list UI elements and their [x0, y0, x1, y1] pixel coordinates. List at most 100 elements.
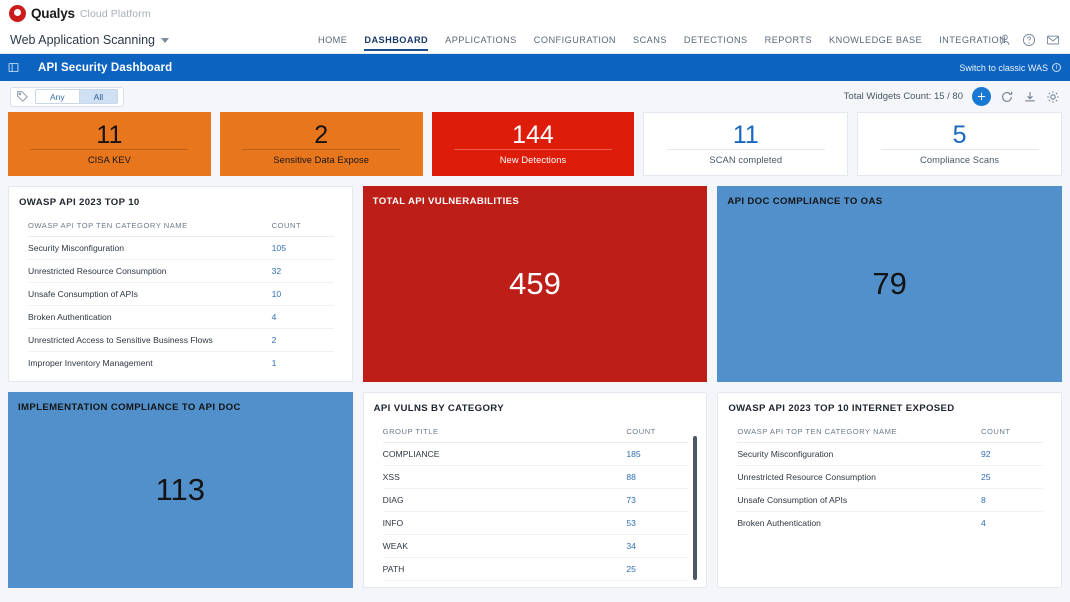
table-row[interactable]: DIAG 73: [382, 488, 689, 512]
table-header-row: GROUP TITLE COUNT: [382, 423, 689, 443]
cell-count[interactable]: 73: [626, 488, 689, 512]
table-row[interactable]: Broken Authentication 4: [737, 512, 1043, 535]
cell-group-title: COMPLIANCE: [382, 442, 627, 466]
tag-match-toggle: Any All: [35, 89, 119, 104]
widget-count-label: Total Widgets Count: 15 / 80: [843, 91, 963, 102]
widget-title: API VULNS BY CATEGORY: [373, 403, 504, 414]
table-row[interactable]: WEAK 34: [382, 534, 689, 558]
widget-total-api-vulnerabilities[interactable]: TOTAL API VULNERABILITIES 459: [362, 186, 708, 382]
table-row[interactable]: XSS 88: [382, 465, 689, 489]
cell-count[interactable]: 105: [271, 236, 334, 260]
nav-item-configuration[interactable]: CONFIGURATION: [533, 35, 617, 45]
kpi-card-sensitive-data-expose[interactable]: 2 Sensitive Data Expose: [219, 112, 423, 176]
add-widget-button[interactable]: [972, 87, 991, 106]
mail-icon[interactable]: [1046, 33, 1060, 47]
panel-toggle-icon[interactable]: [0, 62, 27, 73]
user-icon[interactable]: [998, 33, 1012, 47]
filter-any-button[interactable]: Any: [36, 90, 79, 103]
kpi-divider: [242, 149, 401, 150]
cell-count[interactable]: 1: [271, 358, 277, 368]
vulns-by-category-table-wrapper: GROUP TITLE COUNT COMPLIANCE 185 XSS 88 …: [364, 423, 707, 587]
nav-item-scans[interactable]: SCANS: [633, 35, 667, 45]
cell-count[interactable]: 10: [271, 282, 334, 306]
nav-item-knowledge-base[interactable]: KNOWLEDGE BASE: [829, 35, 923, 45]
cell-category: Unrestricted Resource Consumption: [28, 259, 272, 283]
cell-count[interactable]: 4: [980, 518, 986, 528]
cell-category: Security Misconfiguration: [28, 236, 272, 260]
cell-count[interactable]: 25: [980, 465, 1043, 489]
toolbar-actions: Total Widgets Count: 15 / 80: [844, 87, 1060, 106]
widget-owasp-api-2023-top-10[interactable]: OWASP API 2023 TOP 10 OWASP API TOP TEN …: [8, 186, 353, 382]
table-row[interactable]: Unrestricted Access to Sensitive Busines…: [28, 328, 334, 352]
nav-item-reports[interactable]: REPORTS: [764, 35, 813, 45]
owasp-top10-table-wrapper: OWASP API TOP TEN CATEGORY NAME COUNT Se…: [9, 217, 352, 374]
table-row[interactable]: Unsafe Consumption of APIs 10: [28, 282, 334, 306]
download-icon[interactable]: [1023, 90, 1037, 104]
cell-count[interactable]: 8: [980, 488, 1043, 512]
table-row[interactable]: Unsafe Consumption of APIs 8: [737, 488, 1043, 512]
widget-value: 79: [872, 266, 907, 301]
widget-api-doc-compliance-to-oas[interactable]: API DOC COMPLIANCE TO OAS 79: [717, 186, 1062, 382]
kpi-divider: [30, 149, 189, 150]
kpi-card-cisa-kev[interactable]: 11 CISA KEV: [8, 112, 211, 176]
kpi-card-new-detections[interactable]: 144 New Detections: [431, 112, 635, 176]
app-module-label: Web Application Scanning: [10, 33, 156, 47]
widget-title: API DOC COMPLIANCE TO OAS: [727, 196, 883, 207]
cell-count[interactable]: 25: [626, 557, 689, 581]
app-module-selector[interactable]: Web Application Scanning: [0, 33, 170, 47]
table-row[interactable]: COMPLIANCE 185: [382, 442, 689, 466]
kpi-value: 2: [314, 121, 329, 149]
cell-count[interactable]: 185: [626, 442, 689, 466]
cell-group-title: WEAK: [382, 534, 627, 558]
nav-item-detections[interactable]: DETECTIONS: [683, 35, 748, 45]
table-row[interactable]: Unrestricted Resource Consumption 25: [737, 465, 1043, 489]
column-header-category: OWASP API TOP TEN CATEGORY NAME: [737, 423, 981, 443]
widget-implementation-compliance-to-api-doc[interactable]: IMPLEMENTATION COMPLIANCE TO API DOC 113: [8, 392, 353, 588]
gear-icon[interactable]: [1046, 90, 1060, 104]
cell-group-title: PATH: [382, 557, 627, 581]
widget-owasp-api-2023-top-10-internet-exposed[interactable]: OWASP API 2023 TOP 10 INTERNET EXPOSED O…: [717, 392, 1062, 588]
kpi-card-compliance-scans[interactable]: 5 Compliance Scans: [857, 112, 1062, 176]
filter-all-button[interactable]: All: [78, 90, 118, 103]
kpi-card-row: 11 CISA KEV 2 Sensitive Data Expose 144 …: [0, 112, 1070, 176]
kpi-card-scan-completed[interactable]: 11 SCAN completed: [643, 112, 849, 176]
tag-filter-control: Any All: [10, 86, 125, 107]
owasp-internet-exposed-table-wrapper: OWASP API TOP TEN CATEGORY NAME COUNT Se…: [718, 423, 1061, 534]
kpi-divider: [666, 149, 825, 150]
nav-item-integration[interactable]: INTEGRATION: [939, 35, 1007, 45]
cell-count[interactable]: 1: [626, 580, 689, 587]
nav-item-applications[interactable]: APPLICATIONS: [445, 35, 517, 45]
cell-count[interactable]: 4: [271, 305, 334, 329]
cell-count[interactable]: 88: [626, 465, 689, 489]
table-row[interactable]: Security Misconfiguration 92: [737, 442, 1043, 466]
cell-count[interactable]: 92: [980, 442, 1043, 466]
cell-category: Broken Authentication: [737, 518, 821, 528]
column-header-count: COUNT: [626, 423, 689, 443]
refresh-icon[interactable]: [1000, 90, 1014, 104]
kpi-value: 5: [952, 121, 967, 149]
nav-item-dashboard[interactable]: DASHBOARD: [364, 31, 428, 51]
switch-to-classic-was-link[interactable]: Switch to classic WAS i: [959, 63, 1061, 73]
cell-count[interactable]: 53: [626, 511, 689, 535]
vertical-scrollbar[interactable]: [693, 436, 698, 580]
kpi-value: 11: [96, 121, 123, 149]
table-header-row: OWASP API TOP TEN CATEGORY NAME COUNT: [28, 217, 334, 237]
kpi-label: CISA KEV: [87, 155, 131, 165]
cell-count[interactable]: 32: [271, 259, 334, 283]
column-header-count: COUNT: [271, 217, 334, 237]
cell-count[interactable]: 34: [626, 534, 689, 558]
table-row[interactable]: PATH 25: [382, 557, 689, 581]
widget-api-vulns-by-category[interactable]: API VULNS BY CATEGORY GROUP TITLE COUNT …: [362, 392, 708, 588]
table-row[interactable]: SSN-US 1: [382, 580, 689, 587]
table-row[interactable]: INFO 53: [382, 511, 689, 535]
cell-count[interactable]: 2: [271, 328, 334, 352]
help-icon[interactable]: [1022, 33, 1036, 47]
cell-category: Unrestricted Resource Consumption: [737, 465, 981, 489]
cell-category: Unrestricted Access to Sensitive Busines…: [28, 328, 272, 352]
widget-title: OWASP API 2023 TOP 10: [19, 197, 140, 208]
table-row[interactable]: Improper Inventory Management 1: [28, 352, 334, 375]
nav-item-home[interactable]: HOME: [318, 35, 348, 45]
table-row[interactable]: Broken Authentication 4: [28, 305, 334, 329]
table-row[interactable]: Unrestricted Resource Consumption 32: [28, 259, 334, 283]
table-row[interactable]: Security Misconfiguration 105: [28, 236, 334, 260]
